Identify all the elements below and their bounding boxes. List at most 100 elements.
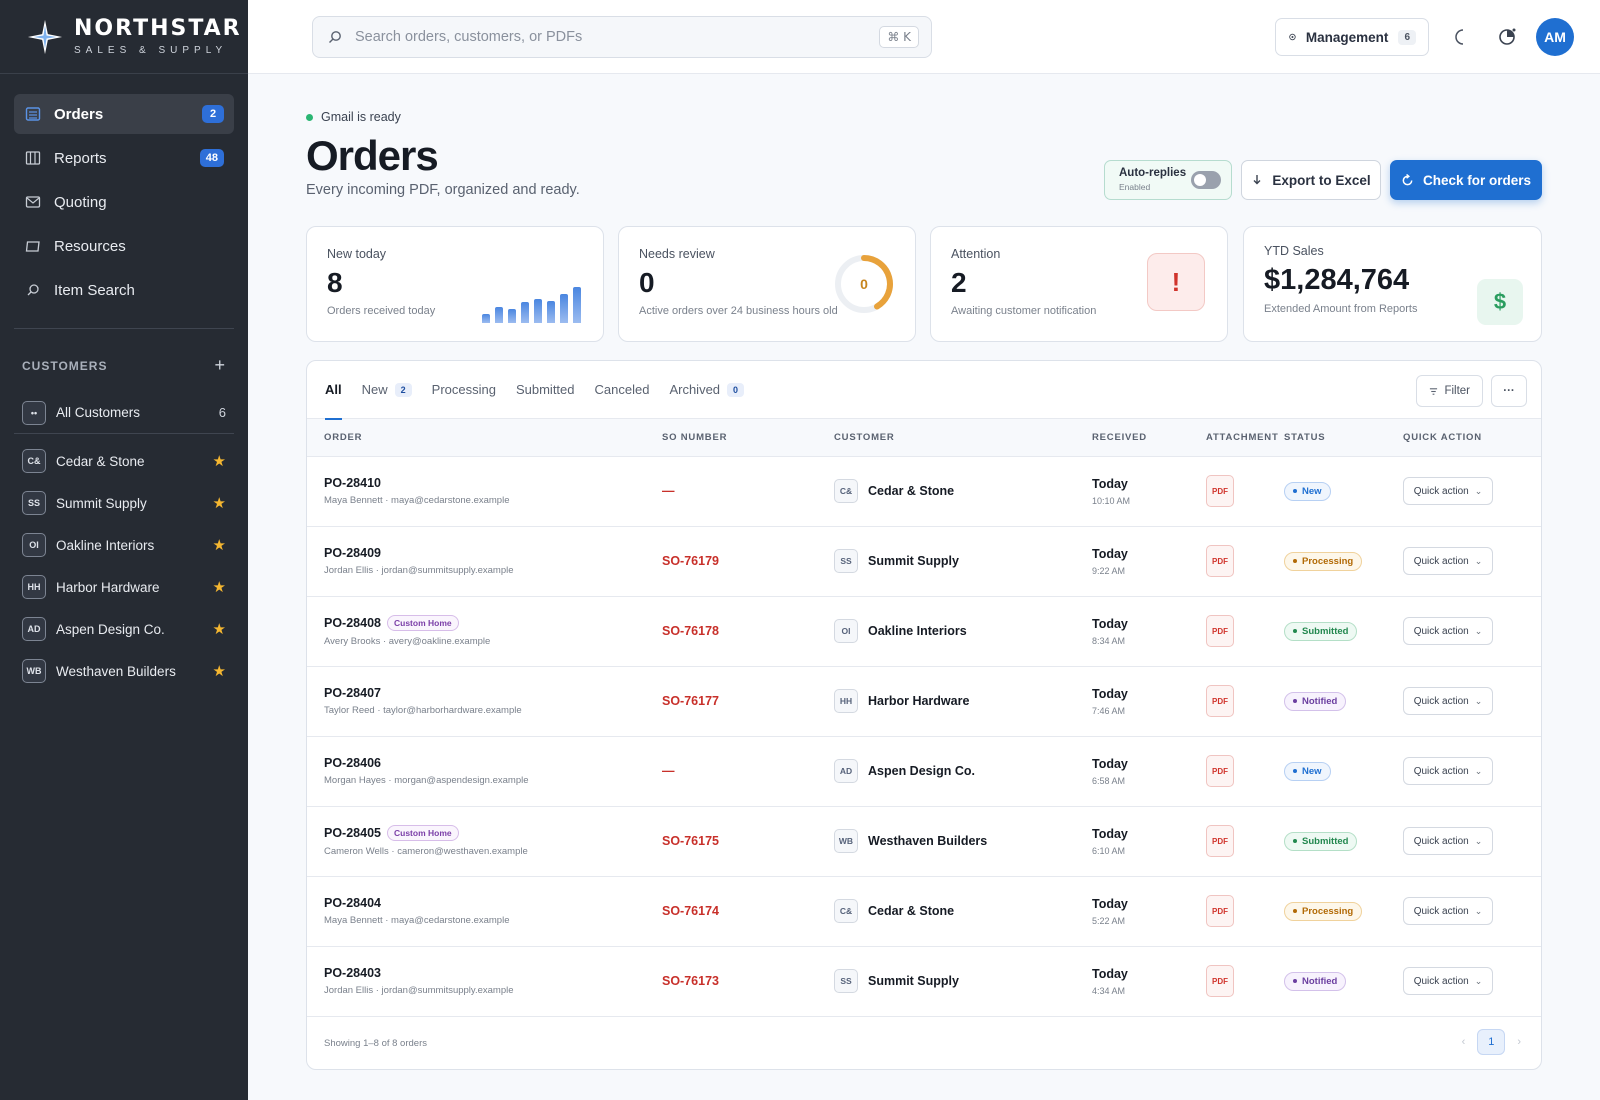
nav-item-orders[interactable]: Orders 2 xyxy=(14,94,234,134)
pdf-icon[interactable]: PDF xyxy=(1206,825,1234,857)
po-number[interactable]: PO-28407 xyxy=(324,686,381,700)
received-time: 6:58 AM xyxy=(1092,775,1126,786)
quick-action-button[interactable]: Quick action ⌄ xyxy=(1403,827,1493,855)
activity-button[interactable] xyxy=(1494,24,1520,50)
pdf-icon[interactable]: PDF xyxy=(1206,685,1234,717)
user-avatar[interactable]: AM xyxy=(1536,18,1574,56)
customer-item[interactable]: HH Harbor Hardware ★ xyxy=(14,566,234,608)
export-to-excel-button[interactable]: Export to Excel xyxy=(1241,160,1381,200)
tab-submitted[interactable]: Submitted xyxy=(516,361,575,419)
quick-action-cell: Quick action ⌄ xyxy=(1403,666,1541,736)
po-contact: Avery Brooks · avery@oakline.example xyxy=(324,636,491,647)
quick-action-button[interactable]: Quick action ⌄ xyxy=(1403,617,1493,645)
table-row[interactable]: PO-28409 Jordan Ellis · jordan@summitsup… xyxy=(307,526,1541,596)
moon-icon xyxy=(1455,29,1464,45)
more-options-button[interactable]: ··· xyxy=(1491,375,1527,407)
pdf-icon[interactable]: PDF xyxy=(1206,755,1234,787)
table-row[interactable]: PO-28408 Custom Home Avery Brooks · avery… xyxy=(307,596,1541,666)
customer-item[interactable]: C& Cedar & Stone ★ xyxy=(14,440,234,482)
attachment-cell: PDF xyxy=(1206,736,1284,806)
customer-item[interactable]: WB Westhaven Builders ★ xyxy=(14,650,234,692)
table-row[interactable]: PO-28403 Jordan Ellis · jordan@summitsup… xyxy=(307,946,1541,1016)
status-cell: Submitted xyxy=(1284,806,1403,876)
star-icon[interactable]: ★ xyxy=(212,453,226,470)
po-number[interactable]: PO-28408 xyxy=(324,616,381,630)
check-for-orders-button[interactable]: Check for orders xyxy=(1390,160,1542,200)
status-badge: Notified xyxy=(1284,971,1347,991)
order-cell: PO-28404 Maya Bennett · maya@cedarstone.… xyxy=(307,876,662,946)
search-input[interactable] xyxy=(355,29,880,45)
po-number[interactable]: PO-28410 xyxy=(324,476,381,490)
table-row[interactable]: PO-28410 Maya Bennett · maya@cedarstone.… xyxy=(307,456,1541,526)
star-icon[interactable]: ★ xyxy=(212,663,226,680)
quick-action-button[interactable]: Quick action ⌄ xyxy=(1403,477,1493,505)
table-row[interactable]: PO-28405 Custom Home Cameron Wells · came… xyxy=(307,806,1541,876)
table-row[interactable]: PO-28404 Maya Bennett · maya@cedarstone.… xyxy=(307,876,1541,946)
filter-button[interactable]: Filter xyxy=(1416,375,1483,407)
tab-all[interactable]: All xyxy=(325,361,342,420)
management-button[interactable]: Management 6 xyxy=(1275,18,1429,56)
customer-item[interactable]: SS Summit Supply ★ xyxy=(14,482,234,524)
tab-processing[interactable]: Processing xyxy=(432,361,496,419)
quick-action-button[interactable]: Quick action ⌄ xyxy=(1403,967,1493,995)
tab-new[interactable]: New 2 xyxy=(362,361,412,419)
mail-icon xyxy=(24,193,42,211)
top-bar: ⌘ K Management 6 AM xyxy=(248,0,1600,74)
customer-cell: SS Summit Supply xyxy=(834,526,1092,596)
status-cell: Submitted xyxy=(1284,596,1403,666)
search-bar[interactable]: ⌘ K xyxy=(312,16,932,58)
nav-item-item-search[interactable]: Item Search xyxy=(14,270,234,310)
customer-name: Cedar & Stone xyxy=(868,904,955,918)
stat-label: New today xyxy=(327,247,387,261)
quick-action-button[interactable]: Quick action ⌄ xyxy=(1403,687,1493,715)
nav-item-quoting[interactable]: Quoting xyxy=(14,182,234,222)
column-header[interactable]: ORDER xyxy=(307,419,662,457)
add-customer-button[interactable]: + xyxy=(214,355,226,375)
pdf-icon[interactable]: PDF xyxy=(1206,545,1234,577)
auto-replies-toggle[interactable]: Auto-replies Enabled xyxy=(1104,160,1232,200)
star-icon[interactable]: ★ xyxy=(212,537,226,554)
po-number[interactable]: PO-28405 xyxy=(324,826,381,840)
received-cell: Today 6:10 AM xyxy=(1092,806,1206,876)
brand[interactable]: NORTHSTAR SALES & SUPPLY xyxy=(0,0,248,74)
tab-label: Archived xyxy=(669,382,721,397)
next-page-button[interactable]: › xyxy=(1517,1036,1521,1048)
customer-cell: WB Westhaven Builders xyxy=(834,806,1092,876)
column-header[interactable]: STATUS xyxy=(1284,419,1403,457)
tab-archived[interactable]: Archived 0 xyxy=(669,361,745,419)
nav-label: Orders xyxy=(54,105,104,123)
star-icon[interactable]: ★ xyxy=(212,621,226,638)
po-number[interactable]: PO-28409 xyxy=(324,546,381,560)
toggle-switch[interactable] xyxy=(1191,171,1221,189)
nav-item-resources[interactable]: Resources xyxy=(14,226,234,266)
po-number[interactable]: PO-28403 xyxy=(324,966,381,980)
column-header[interactable]: ATTACHMENT xyxy=(1206,419,1284,457)
customer-item[interactable]: AD Aspen Design Co. ★ xyxy=(14,608,234,650)
column-header[interactable]: QUICK ACTION xyxy=(1403,419,1541,457)
column-header[interactable]: CUSTOMER xyxy=(834,419,1092,457)
customer-cell: OI Oakline Interiors xyxy=(834,596,1092,666)
quick-action-button[interactable]: Quick action ⌄ xyxy=(1403,547,1493,575)
po-number[interactable]: PO-28404 xyxy=(324,896,381,910)
column-header[interactable]: RECEIVED xyxy=(1092,419,1206,457)
pdf-icon[interactable]: PDF xyxy=(1206,895,1234,927)
status-badge: Submitted xyxy=(1284,831,1358,851)
table-row[interactable]: PO-28406 Morgan Hayes · morgan@aspendesi… xyxy=(307,736,1541,806)
prev-page-button[interactable]: ‹ xyxy=(1461,1036,1466,1048)
column-header[interactable]: SO NUMBER xyxy=(662,419,834,457)
quick-action-button[interactable]: Quick action ⌄ xyxy=(1403,757,1493,785)
page-number-button[interactable]: 1 xyxy=(1477,1029,1506,1055)
tab-canceled[interactable]: Canceled xyxy=(595,361,650,419)
star-icon[interactable]: ★ xyxy=(212,495,226,512)
pdf-icon[interactable]: PDF xyxy=(1206,475,1234,507)
star-icon[interactable]: ★ xyxy=(212,579,226,596)
nav-item-reports[interactable]: Reports 48 xyxy=(14,138,234,178)
po-number[interactable]: PO-28406 xyxy=(324,756,381,770)
customer-item-all[interactable]: •• All Customers 6 xyxy=(14,392,234,434)
table-row[interactable]: PO-28407 Taylor Reed · taylor@harborhard… xyxy=(307,666,1541,736)
quick-action-button[interactable]: Quick action ⌄ xyxy=(1403,897,1493,925)
pdf-icon[interactable]: PDF xyxy=(1206,965,1234,997)
pdf-icon[interactable]: PDF xyxy=(1206,615,1234,647)
dark-mode-toggle[interactable] xyxy=(1448,24,1474,50)
customer-item[interactable]: OI Oakline Interiors ★ xyxy=(14,524,234,566)
